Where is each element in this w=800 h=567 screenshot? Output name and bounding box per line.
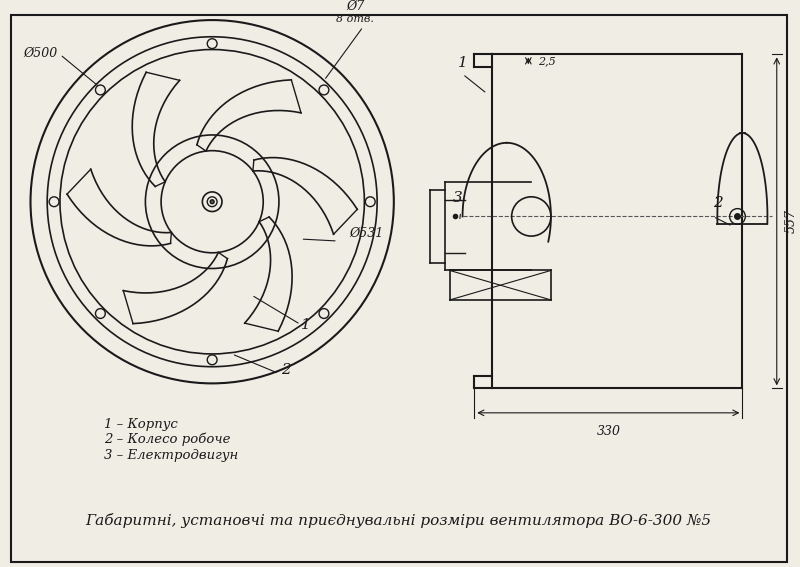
Text: 2,5: 2,5	[538, 56, 556, 66]
Text: 2: 2	[713, 196, 722, 210]
Circle shape	[210, 200, 214, 204]
Text: 1: 1	[301, 319, 310, 332]
Text: 1 – Корпус: 1 – Корпус	[104, 417, 178, 430]
Text: 2 – Колесо робоче: 2 – Колесо робоче	[104, 433, 230, 446]
Text: Габаритні, установчі та приєднувальні розміри вентилятора ВО-6-300 №5: Габаритні, установчі та приєднувальні ро…	[86, 513, 712, 528]
Text: 557: 557	[785, 209, 798, 234]
Text: 330: 330	[596, 425, 620, 438]
Text: Ø531: Ø531	[350, 227, 384, 240]
Text: 1: 1	[458, 56, 467, 70]
Text: 3: 3	[453, 191, 462, 205]
Text: 3 – Електродвигун: 3 – Електродвигун	[104, 449, 238, 462]
Text: Ø500: Ø500	[23, 46, 58, 60]
Text: 8 отв.: 8 отв.	[337, 14, 374, 24]
Text: Ø7: Ø7	[346, 0, 365, 13]
Text: 2: 2	[281, 362, 290, 376]
